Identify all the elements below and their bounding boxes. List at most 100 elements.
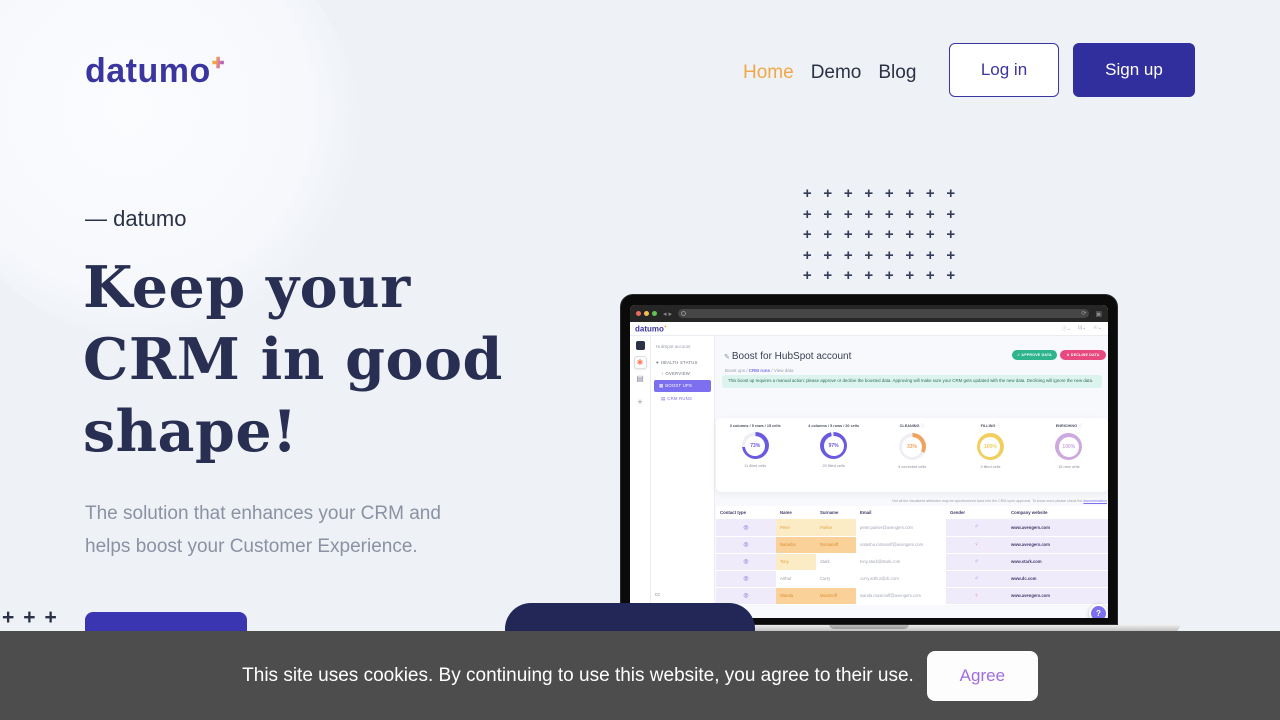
contact-type-icon: ◎: [743, 576, 749, 582]
table-row[interactable]: ◎ Wanda Maximoff wanda.maximoff@avengers.co…: [716, 587, 1108, 605]
documentation-link[interactable]: documentation: [1083, 499, 1107, 503]
cookie-banner: This site uses cookies. By continuing to…: [0, 631, 1280, 720]
plus-glyph: +: [946, 226, 956, 243]
info-icon[interactable]: ⓘ: [995, 424, 1001, 428]
site-logo[interactable]: datumo✚: [85, 52, 225, 90]
edit-icon[interactable]: ✎: [724, 354, 730, 361]
sidebar-collapse[interactable]: cc: [655, 592, 660, 598]
column-header: Surname: [816, 506, 856, 519]
cell-surname: Stark: [816, 553, 856, 571]
login-button[interactable]: Log in: [949, 43, 1059, 97]
browser-extension-icon[interactable]: ▣: [1095, 310, 1102, 318]
plus-glyph: +: [864, 267, 874, 284]
url-bar[interactable]: ⟳: [678, 309, 1090, 318]
stat-caption: 11 filled cells: [744, 463, 767, 468]
sidebar-item-crm-runs[interactable]: ▤ CRM RUNS: [661, 396, 693, 401]
cell-contact-type: ◎: [716, 553, 776, 571]
stat-donut: 100%: [976, 433, 1004, 460]
app-topbar: datumo+ ⓘ⌄ ⊡⌄ ☉⌄: [630, 322, 1108, 336]
breadcrumb-item[interactable]: View data: [773, 368, 794, 373]
sidebar-item-overview[interactable]: ↑ OVERVIEW: [661, 371, 691, 376]
plus-glyph: +: [864, 226, 874, 243]
document-icon[interactable]: ▤: [636, 374, 644, 383]
cell-gender: ♀: [946, 587, 1007, 605]
signup-button[interactable]: Sign up: [1073, 43, 1195, 97]
cookie-message: This site uses cookies. By continuing to…: [242, 664, 914, 686]
cell-name: Arthur: [776, 570, 816, 588]
minimize-window-icon[interactable]: [644, 311, 649, 316]
hubspot-icon[interactable]: ✱: [633, 356, 647, 369]
sidebar-item-health-status[interactable]: ♥ HEALTH STATUS: [656, 360, 698, 365]
cell-name: Tony: [776, 553, 816, 571]
plus-glyph: +: [843, 226, 853, 243]
contacts-table: Contact type Name Surname Email Gender Compan…: [716, 506, 1108, 605]
info-icon[interactable]: ⓘ: [919, 424, 925, 428]
cell-company-website: www.stark.com: [1007, 553, 1108, 571]
plus-glyph: +: [802, 267, 812, 284]
cell-gender: ♂: [946, 519, 1007, 537]
cell-company-website: www.avengers.com: [1007, 519, 1108, 537]
plus-glyph: +: [884, 246, 894, 264]
cell-email: natasha.romanoff@avengers.com: [856, 536, 946, 554]
stat-card: FILLING ⓘ 100% 3 filled cells: [951, 418, 1029, 492]
maximize-window-icon[interactable]: [652, 311, 657, 316]
table-row[interactable]: ◎ Peter Parker peter.parker@avengers.com ♂ ww…: [716, 519, 1108, 537]
stat-caption: 20 filled cells: [822, 463, 845, 468]
breadcrumb-item[interactable]: CRM runs: [748, 368, 771, 373]
add-account-icon[interactable]: +: [637, 397, 643, 407]
plus-glyph: +: [843, 185, 853, 202]
laptop-screen: ◂▸ ⟳ ▣ datumo+ ⓘ⌄ ⊡⌄ ☉⌄ ✱ ▤ +: [630, 305, 1108, 618]
contact-type-icon: ◎: [743, 559, 749, 565]
table-row[interactable]: ◎ Tony Stark tony.stark@stark.com ♂ www.stark…: [716, 553, 1108, 571]
plus-glyph: +: [823, 246, 833, 264]
cell-gender: ♀: [946, 536, 1007, 554]
column-header: Company website: [1007, 506, 1108, 519]
stat-caption: 4 corrected cells: [897, 464, 927, 469]
plus-glyph: +: [884, 205, 894, 223]
male-icon: ♂: [974, 575, 979, 582]
stat-caption: 3 filled cells: [980, 464, 1001, 469]
help-button[interactable]: ?: [1089, 604, 1108, 618]
cell-name: Natasha: [776, 536, 816, 554]
app-logo[interactable]: datumo+: [635, 324, 667, 334]
plus-glyph: +: [23, 606, 36, 629]
close-window-icon[interactable]: [636, 311, 641, 316]
cell-email: peter.parker@avengers.com: [856, 519, 946, 537]
health-status-icon: ♥: [656, 360, 659, 365]
laptop-notch: [829, 624, 909, 629]
browser-nav-arrows[interactable]: ◂▸: [663, 310, 675, 318]
approve-data-button[interactable]: ✓ APPROVE DATA: [1012, 350, 1057, 360]
plus-glyph: +: [843, 267, 853, 284]
plus-glyph: +: [946, 185, 956, 202]
nav-link-demo[interactable]: Demo: [810, 62, 862, 83]
cell-company-website: www.avengers.com: [1007, 536, 1108, 554]
plus-glyph: +: [823, 226, 833, 243]
breadcrumb-item[interactable]: Boost ups: [725, 368, 746, 373]
account-icon[interactable]: ☉⌄: [1093, 325, 1102, 331]
sidebar-item-boost-ups[interactable]: ▦ BOOST UPS: [654, 380, 711, 392]
app-sidebar: HubSpot account ♥ HEALTH STATUS ↑ OVERVIEW ▦…: [651, 336, 715, 618]
decline-data-button[interactable]: ✕ DECLINE DATA: [1060, 350, 1106, 360]
plus-pattern-decoration: + + + + + + + + + + + + + + + + + + + + + + + + + + + + + + + + + + + + + + + +: [797, 184, 961, 287]
plus-glyph: +: [905, 246, 915, 264]
stats-panel: 3 columns / 5 rows / 15 cells 73% 11 fille…: [716, 418, 1108, 492]
cell-company-website: www.dc.com: [1007, 570, 1108, 588]
plus-glyph: +: [843, 246, 853, 264]
stat-title: FILLING ⓘ: [980, 424, 1001, 428]
table-row[interactable]: ◎ Arthur Curry curry.arthur@dc.com ♂ www.dc.c…: [716, 570, 1108, 588]
stat-percent: 33%: [902, 436, 923, 457]
table-row[interactable]: ◎ Natasha Romanoff natasha.romanoff@avenger…: [716, 536, 1108, 554]
info-icon[interactable]: ⓘ⌄: [1061, 326, 1071, 332]
nav-link-home[interactable]: Home: [743, 62, 794, 83]
plus-glyph: +: [925, 267, 935, 284]
datumo-mark-icon[interactable]: [635, 341, 645, 350]
agree-button[interactable]: Agree: [926, 650, 1038, 701]
plus-glyph: +: [864, 185, 874, 202]
notifications-icon[interactable]: ⊡⌄: [1077, 325, 1087, 331]
cell-surname: Curry: [816, 570, 856, 588]
app-main: ✎ Boost for HubSpot account Boost ups / C…: [715, 336, 1108, 618]
nav-link-blog[interactable]: Blog: [878, 62, 917, 83]
info-icon[interactable]: ⓘ: [1077, 424, 1082, 428]
reload-icon[interactable]: ⟳: [1081, 311, 1087, 317]
plus-glyph: +: [905, 185, 915, 202]
